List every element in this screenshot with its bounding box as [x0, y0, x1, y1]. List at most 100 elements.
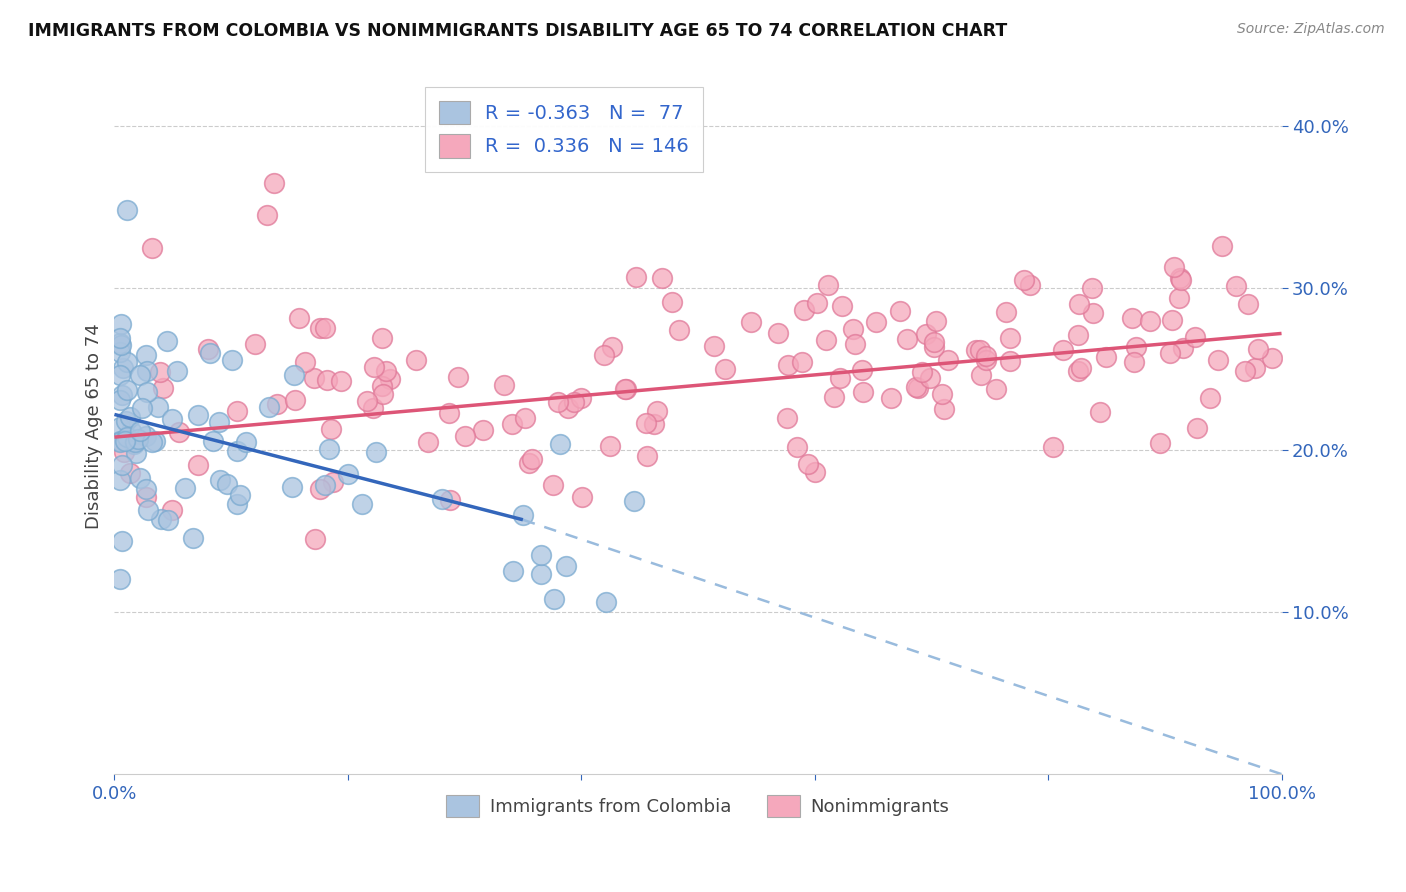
Point [329, 374, 352, 388]
Point [1019, 278, 1042, 293]
Point [111, 458, 134, 472]
Point [217, 477, 239, 491]
Point [110, 336, 132, 351]
Point [122, 437, 145, 451]
Point [1159, 346, 1181, 360]
Point [152, 381, 174, 395]
Point [1211, 238, 1233, 252]
Point [922, 334, 945, 349]
Point [125, 446, 148, 460]
Point [371, 331, 394, 345]
Point [283, 368, 305, 383]
Point [283, 392, 305, 407]
Point [786, 440, 808, 454]
Point [131, 401, 153, 416]
Point [904, 380, 927, 394]
Point [512, 508, 534, 522]
Point [128, 368, 150, 383]
Legend: Immigrants from Colombia, Nonimmigrants: Immigrants from Colombia, Nonimmigrants [439, 788, 956, 824]
Point [793, 302, 815, 317]
Point [998, 354, 1021, 368]
Point [114, 434, 136, 449]
Point [118, 467, 141, 481]
Point [120, 410, 142, 425]
Point [922, 340, 945, 354]
Point [1260, 351, 1282, 365]
Point [319, 422, 342, 436]
Point [110, 344, 132, 359]
Point [318, 442, 340, 456]
Point [643, 417, 665, 431]
Point [129, 471, 152, 485]
Point [149, 512, 172, 526]
Point [308, 483, 330, 497]
Point [1168, 271, 1191, 285]
Point [844, 337, 866, 351]
Point [1246, 343, 1268, 357]
Point [454, 429, 477, 443]
Point [1070, 360, 1092, 375]
Point [243, 337, 266, 351]
Point [257, 400, 280, 414]
Point [322, 475, 344, 490]
Text: IMMIGRANTS FROM COLOMBIA VS NONIMMIGRANTS DISABILITY AGE 65 TO 74 CORRELATION CH: IMMIGRANTS FROM COLOMBIA VS NONIMMIGRANT… [28, 22, 1007, 40]
Point [208, 473, 231, 487]
Point [371, 379, 394, 393]
Point [187, 408, 209, 422]
Point [1163, 260, 1185, 275]
Point [865, 315, 887, 329]
Point [593, 347, 616, 361]
Point [918, 371, 941, 385]
Point [547, 395, 569, 409]
Point [141, 241, 163, 255]
Point [831, 300, 853, 314]
Point [1042, 440, 1064, 454]
Point [852, 384, 875, 399]
Point [790, 354, 813, 368]
Point [1184, 330, 1206, 344]
Point [624, 269, 647, 284]
Point [569, 391, 592, 405]
Point [129, 425, 152, 439]
Point [880, 391, 903, 405]
Point [599, 439, 621, 453]
Point [1237, 297, 1260, 311]
Point [842, 322, 865, 336]
Point [766, 326, 789, 340]
Point [256, 208, 278, 222]
Point [548, 436, 571, 450]
Point [976, 352, 998, 367]
Point [156, 334, 179, 349]
Point [541, 478, 564, 492]
Point [160, 503, 183, 517]
Point [135, 348, 157, 362]
Point [110, 330, 132, 344]
Point [263, 176, 285, 190]
Point [562, 394, 585, 409]
Point [110, 393, 132, 408]
Point [146, 401, 169, 415]
Y-axis label: Disability Age 65 to 74: Disability Age 65 to 74 [86, 323, 103, 529]
Point [439, 492, 461, 507]
Point [361, 401, 384, 415]
Point [162, 411, 184, 425]
Point [530, 548, 553, 562]
Point [1067, 327, 1090, 342]
Point [501, 417, 523, 432]
Point [557, 401, 579, 416]
Point [651, 270, 673, 285]
Point [915, 326, 938, 341]
Point [117, 383, 139, 397]
Point [374, 363, 396, 377]
Point [830, 370, 852, 384]
Point [110, 420, 132, 434]
Point [1121, 311, 1143, 326]
Point [1081, 306, 1104, 320]
Point [314, 477, 336, 491]
Point [1067, 296, 1090, 310]
Point [931, 387, 953, 401]
Point [437, 406, 460, 420]
Point [600, 340, 623, 354]
Point [776, 411, 799, 425]
Point [668, 323, 690, 337]
